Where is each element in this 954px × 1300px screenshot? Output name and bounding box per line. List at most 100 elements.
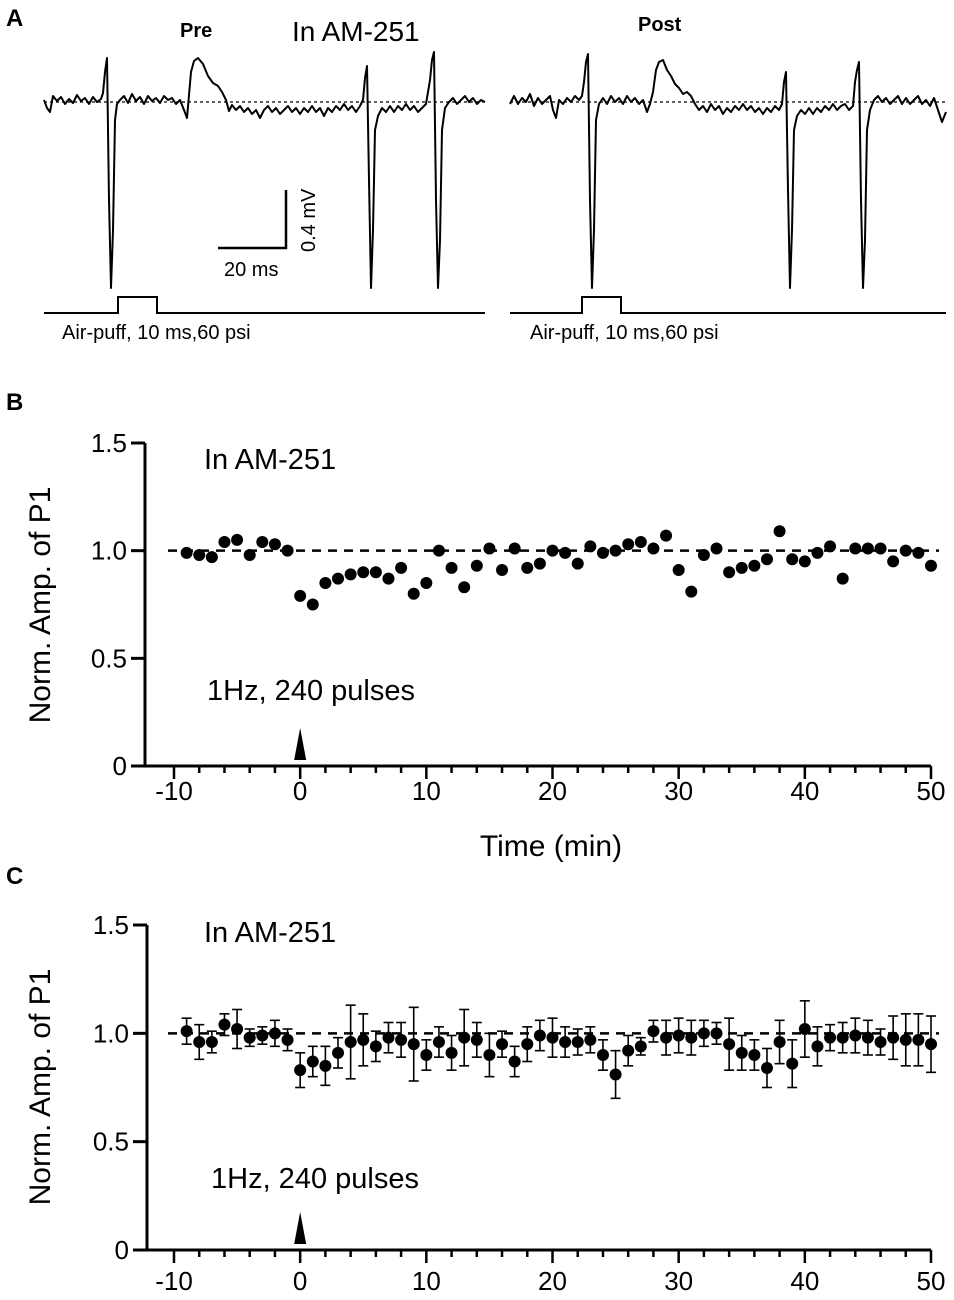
- chart-b-x-tick-label: -10: [155, 776, 193, 806]
- chart-c-data-point: [458, 1031, 471, 1044]
- chart-c-y-tick-label: 0.5: [93, 1127, 129, 1157]
- chart-c-x-tick-label: 50: [917, 1266, 946, 1296]
- scale-y-label: 0.4 mV: [298, 188, 320, 252]
- panel-c-y-axis-title: Norm. Amp. of P1: [24, 969, 57, 1206]
- chart-b-data-point: [596, 546, 609, 559]
- chart-b-x-tick-label: 20: [538, 776, 567, 806]
- panel-c-label: C: [6, 863, 23, 890]
- chart-c-data-point: [369, 1040, 382, 1053]
- chart-b-data-point: [268, 538, 281, 551]
- chart-c-data-point: [357, 1033, 370, 1046]
- chart-c-x-tick-label: 0: [293, 1266, 307, 1296]
- chart-b-data-point: [723, 566, 736, 579]
- chart-b-data-point: [496, 564, 509, 577]
- panel-a-label: A: [6, 5, 23, 32]
- chart-b-data-point: [205, 551, 218, 564]
- panel-b-y-axis-title: Norm. Amp. of P1: [24, 487, 57, 724]
- chart-b-data-point: [559, 546, 572, 559]
- chart-c-data-point: [836, 1031, 849, 1044]
- chart-c-data-point: [798, 1023, 811, 1035]
- chart-c-x-tick-label: 40: [790, 1266, 819, 1296]
- chart-c-data-point: [243, 1031, 256, 1044]
- chart-b-data-point: [458, 581, 471, 594]
- chart-b-data-point: [306, 598, 319, 611]
- chart-b-data-point: [622, 538, 635, 551]
- chart-c-data-point: [231, 1023, 244, 1035]
- chart-b-data-point: [420, 576, 433, 589]
- chart-c-data-point: [773, 1036, 786, 1048]
- chart-b-data-point: [584, 540, 597, 553]
- chart-b-data-point: [256, 536, 269, 549]
- chart-c-data-point: [571, 1036, 584, 1048]
- chart-c-data-point: [723, 1038, 736, 1051]
- panel-a-title: In AM-251: [292, 16, 420, 47]
- chart-c-data-point: [470, 1033, 483, 1046]
- chart-c-data-point: [887, 1031, 900, 1044]
- chart-b-data-point: [218, 536, 231, 549]
- chart-b-data-point: [193, 548, 206, 561]
- panel-b-x-axis-title: Time (min): [480, 830, 622, 863]
- chart-c-data-point: [294, 1064, 307, 1077]
- chart-b-data-point: [521, 561, 534, 574]
- chart-b-y-tick-label: 1.0: [91, 536, 127, 566]
- chart-c-data-point: [268, 1027, 281, 1040]
- chart-c-data-point: [824, 1031, 837, 1044]
- chart-c-data-point: [811, 1040, 824, 1053]
- panel-b: B In AM-251 1Hz, 240 pulses Time (min) N…: [6, 389, 945, 863]
- chart-b-x-tick-label: 40: [790, 776, 819, 806]
- chart-c-data-point: [672, 1029, 685, 1042]
- chart-b-data-point: [710, 542, 723, 555]
- chart-c-data-point: [332, 1046, 345, 1059]
- chart-c-data-point: [849, 1029, 862, 1042]
- post-trace: [509, 53, 947, 289]
- chart-c-data-point: [685, 1031, 698, 1044]
- chart-c-data-point: [306, 1055, 319, 1068]
- chart-c-data-point: [899, 1033, 912, 1046]
- chart-c-data-point: [382, 1031, 395, 1044]
- chart-b-data-point: [180, 546, 193, 559]
- pre-stim-label: Air-puff, 10 ms,60 psi: [62, 322, 251, 344]
- chart-b-data-point: [861, 542, 874, 555]
- chart-c-data-point: [483, 1049, 496, 1061]
- post-stim-trace: [510, 296, 946, 314]
- chart-c-data-point: [647, 1025, 660, 1038]
- chart-b-data-point: [760, 553, 773, 566]
- chart-c-data-point: [697, 1027, 710, 1040]
- chart-b-data-point: [672, 564, 685, 577]
- chart-c-x-tick-label: 30: [664, 1266, 693, 1296]
- chart-c-data-point: [508, 1055, 521, 1068]
- chart-b-data-point: [925, 559, 937, 572]
- chart-c-data-point: [319, 1059, 332, 1072]
- chart-b-data-point: [357, 566, 370, 579]
- chart-b-data-point: [243, 548, 256, 561]
- chart-c-x-tick-label: 20: [538, 1266, 567, 1296]
- chart-c-data-point: [660, 1031, 673, 1044]
- chart-b-data-point: [849, 542, 862, 555]
- chart-b-y-tick-label: 0.5: [91, 643, 127, 673]
- chart-b-data-point: [798, 555, 811, 568]
- chart-c-data-point: [748, 1049, 761, 1061]
- chart-c-data-point: [521, 1038, 534, 1051]
- chart-c-y-tick-label: 1.5: [93, 910, 129, 940]
- chart-c-data-point: [256, 1029, 269, 1042]
- chart-b-data-point: [369, 566, 382, 579]
- chart-b-data-point: [685, 585, 698, 598]
- chart-b-data-point: [836, 572, 849, 585]
- chart-b-y-tick-label: 1.5: [91, 428, 127, 458]
- chart-c-data-point: [622, 1044, 635, 1057]
- chart-b-data-point: [735, 561, 748, 574]
- chart-c-y-tick-label: 1.0: [93, 1018, 129, 1048]
- scale-bar: [218, 190, 288, 250]
- chart-c-data-point: [193, 1036, 206, 1048]
- chart-b-data-point: [824, 540, 837, 553]
- chart-b-data-point: [432, 544, 445, 557]
- chart-c-data-point: [559, 1036, 572, 1048]
- chart-c-x-tick-label: -10: [155, 1266, 193, 1296]
- chart-b-data-point: [887, 555, 900, 568]
- chart-b-data-point: [773, 525, 786, 538]
- chart-c-data-point: [180, 1025, 193, 1038]
- panel-c-stimulus-label: 1Hz, 240 pulses: [211, 1163, 419, 1195]
- chart-c-data-point: [395, 1033, 408, 1046]
- chart-c-data-point: [710, 1027, 723, 1040]
- chart-c-data-point: [432, 1036, 445, 1048]
